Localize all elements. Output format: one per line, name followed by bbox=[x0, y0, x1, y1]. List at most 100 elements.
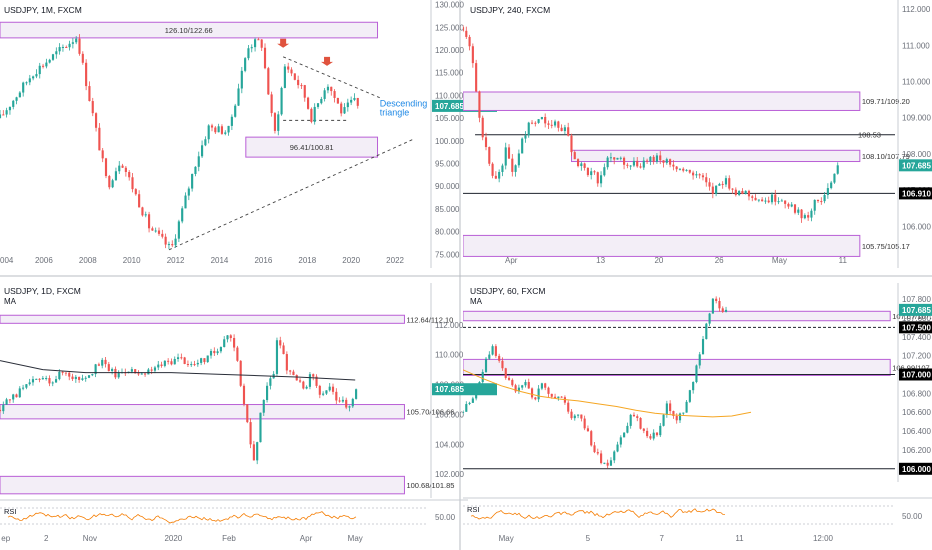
candle bbox=[216, 348, 219, 356]
candle bbox=[708, 312, 711, 327]
chart-panel-3: 112.64/112.10 105.70/106.66 100.68/101.85 1… bbox=[0, 283, 497, 543]
candle bbox=[613, 157, 616, 165]
price-tag-label: 107.685 bbox=[902, 306, 931, 315]
candle bbox=[632, 412, 636, 417]
candle bbox=[280, 86, 283, 116]
candle bbox=[12, 99, 15, 110]
candle bbox=[514, 164, 517, 177]
candle bbox=[553, 119, 557, 128]
candle bbox=[475, 59, 478, 93]
candle bbox=[649, 433, 652, 440]
y-tick-label: 120.000 bbox=[435, 46, 464, 55]
candle bbox=[94, 363, 97, 378]
candle bbox=[91, 373, 94, 377]
y-tick-label: 107.400 bbox=[902, 333, 931, 342]
rsi-pane: RSI 50.00 bbox=[0, 499, 468, 525]
candle bbox=[567, 400, 570, 414]
candle bbox=[692, 381, 695, 394]
candle bbox=[517, 384, 520, 394]
candle bbox=[583, 162, 586, 171]
zone-box bbox=[0, 314, 405, 324]
candle bbox=[48, 58, 51, 64]
candle bbox=[784, 200, 787, 209]
candle bbox=[302, 380, 305, 390]
candle bbox=[252, 440, 255, 461]
y-tick-label: 102.000 bbox=[435, 470, 464, 479]
candle bbox=[316, 103, 320, 109]
plot-area[interactable] bbox=[0, 314, 405, 495]
candle bbox=[234, 103, 237, 118]
candle bbox=[275, 337, 279, 377]
candle bbox=[91, 97, 94, 117]
candle bbox=[161, 229, 164, 239]
candle bbox=[200, 140, 204, 158]
plot-area[interactable] bbox=[462, 25, 895, 257]
candle bbox=[586, 425, 590, 432]
candle bbox=[652, 429, 655, 441]
candle bbox=[257, 37, 260, 41]
candle bbox=[323, 88, 326, 102]
candle bbox=[705, 172, 708, 187]
candle bbox=[303, 84, 306, 102]
candle bbox=[246, 404, 249, 424]
candle bbox=[747, 189, 751, 201]
candle bbox=[711, 297, 714, 314]
candle bbox=[498, 353, 501, 363]
candle bbox=[197, 151, 200, 172]
candle bbox=[836, 162, 839, 175]
candle bbox=[217, 123, 220, 133]
candle bbox=[665, 400, 668, 418]
candle bbox=[242, 383, 246, 407]
rsi-value-label: 50.00 bbox=[902, 512, 923, 521]
candle bbox=[51, 53, 55, 61]
candle bbox=[310, 107, 313, 124]
x-tick-label: Feb bbox=[222, 534, 236, 543]
candle bbox=[289, 369, 292, 375]
y-tick-label: 85.000 bbox=[435, 205, 460, 214]
plot-area[interactable] bbox=[0, 21, 416, 251]
candle bbox=[174, 234, 177, 248]
candle bbox=[343, 103, 346, 114]
candle bbox=[570, 133, 573, 156]
candle bbox=[463, 25, 465, 33]
candle bbox=[181, 206, 184, 224]
annotation-label: Descending bbox=[380, 99, 428, 109]
candle bbox=[491, 162, 494, 179]
y-tick-label: 112.000 bbox=[902, 5, 931, 14]
candle bbox=[144, 373, 147, 377]
candle bbox=[114, 167, 118, 181]
candle bbox=[74, 374, 77, 383]
candle bbox=[780, 198, 783, 202]
candle bbox=[210, 123, 214, 132]
candle bbox=[517, 149, 520, 168]
candle bbox=[224, 130, 227, 136]
candle bbox=[157, 360, 160, 371]
candle bbox=[356, 97, 359, 109]
candle bbox=[507, 376, 511, 381]
zone-label: 108.10/107.79 bbox=[862, 152, 910, 161]
candle bbox=[88, 81, 91, 102]
candle bbox=[318, 384, 321, 399]
candle bbox=[333, 89, 336, 103]
candle bbox=[583, 415, 586, 431]
candle bbox=[715, 185, 718, 197]
candle bbox=[131, 173, 134, 193]
candle bbox=[560, 396, 563, 398]
candle bbox=[45, 375, 48, 381]
candle bbox=[544, 113, 547, 128]
candle bbox=[504, 367, 507, 380]
candle bbox=[25, 384, 28, 390]
candle bbox=[544, 382, 547, 391]
candle bbox=[78, 376, 81, 383]
y-tick-label: 107.800 bbox=[902, 295, 931, 304]
x-tick-label: Apr bbox=[300, 534, 313, 543]
y-tick-label: 106.400 bbox=[902, 427, 931, 436]
level-tag-label: 106.000 bbox=[902, 465, 931, 474]
candle bbox=[101, 357, 104, 369]
candle bbox=[507, 144, 511, 159]
candle bbox=[244, 57, 247, 73]
candle bbox=[61, 370, 64, 376]
zone-box bbox=[463, 310, 891, 322]
plot-area[interactable] bbox=[462, 296, 895, 470]
chart-subtitle: MA bbox=[470, 297, 483, 306]
